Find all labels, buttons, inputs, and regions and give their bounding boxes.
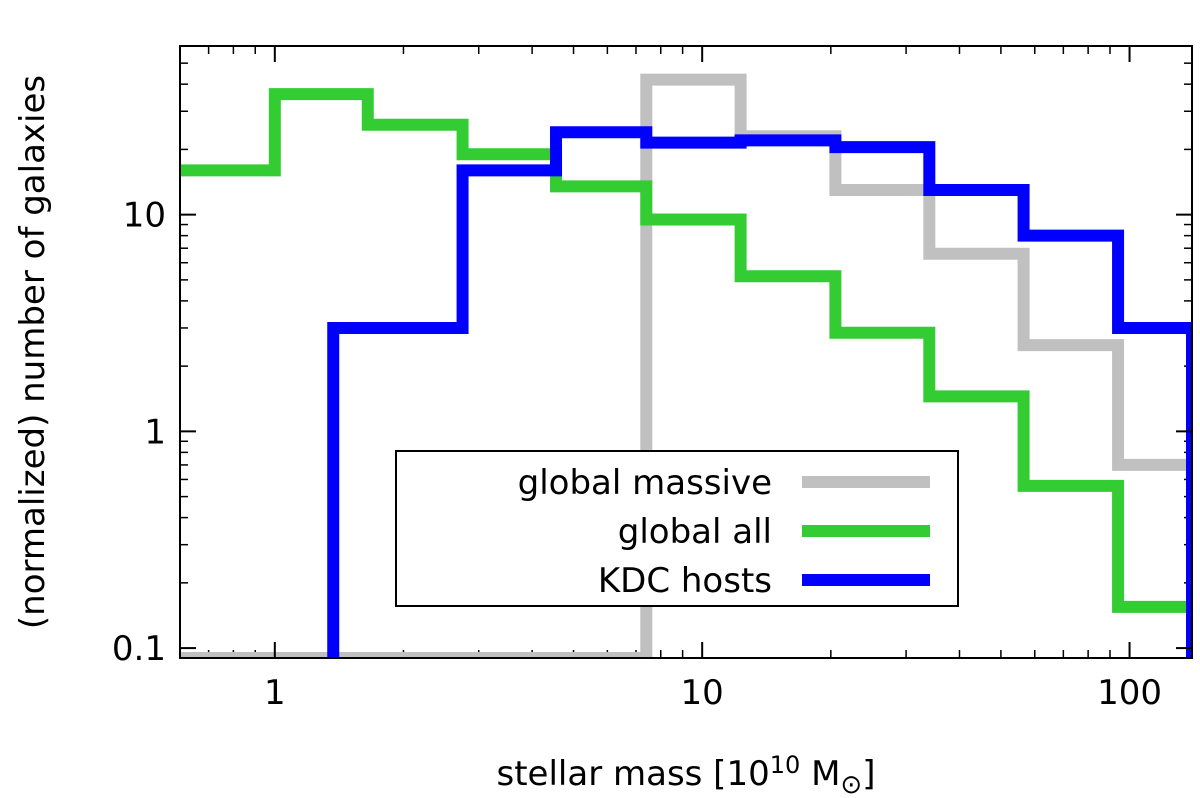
legend-label: global all (618, 512, 772, 552)
y-tick-label: 10 (123, 196, 166, 236)
y-tick-label: 1 (144, 412, 166, 452)
series-global-massive-line (180, 73, 1192, 658)
y-axis-ticks: 0.1 1 10 (112, 196, 1192, 669)
x-axis-label-prefix: stellar mass [10 (497, 754, 770, 794)
x-tick-label: 10 (681, 673, 724, 713)
series-global-all-line (180, 88, 1192, 613)
legend-label: global massive (518, 463, 772, 503)
x-axis-label-exponent: 10 (770, 751, 801, 779)
series-kdc-hosts-line (327, 126, 1192, 658)
x-axis-ticks: 1 10 100 (264, 46, 1162, 713)
plot-frame (179, 45, 1193, 659)
x-tick-label: 1 (264, 673, 286, 713)
legend: global massive global all KDC hosts (395, 450, 959, 607)
x-axis-label-sun-symbol: ⊙ (840, 770, 862, 798)
y-tick-label: 0.1 (112, 629, 166, 669)
x-axis-label-suffix: ] (862, 754, 875, 794)
x-tick-label: 100 (1097, 673, 1162, 713)
series-group (180, 73, 1192, 658)
legend-label: KDC hosts (598, 561, 772, 601)
y-axis-label: (normalized) number of galaxies (13, 75, 53, 629)
x-axis-label-unit: M (800, 754, 840, 794)
x-axis-label: stellar mass [1010 M⊙] (497, 751, 876, 798)
